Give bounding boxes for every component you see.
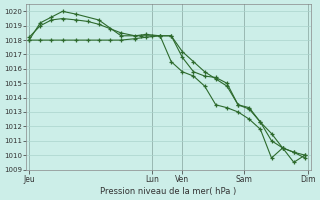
X-axis label: Pression niveau de la mer( hPa ): Pression niveau de la mer( hPa ) bbox=[100, 187, 236, 196]
